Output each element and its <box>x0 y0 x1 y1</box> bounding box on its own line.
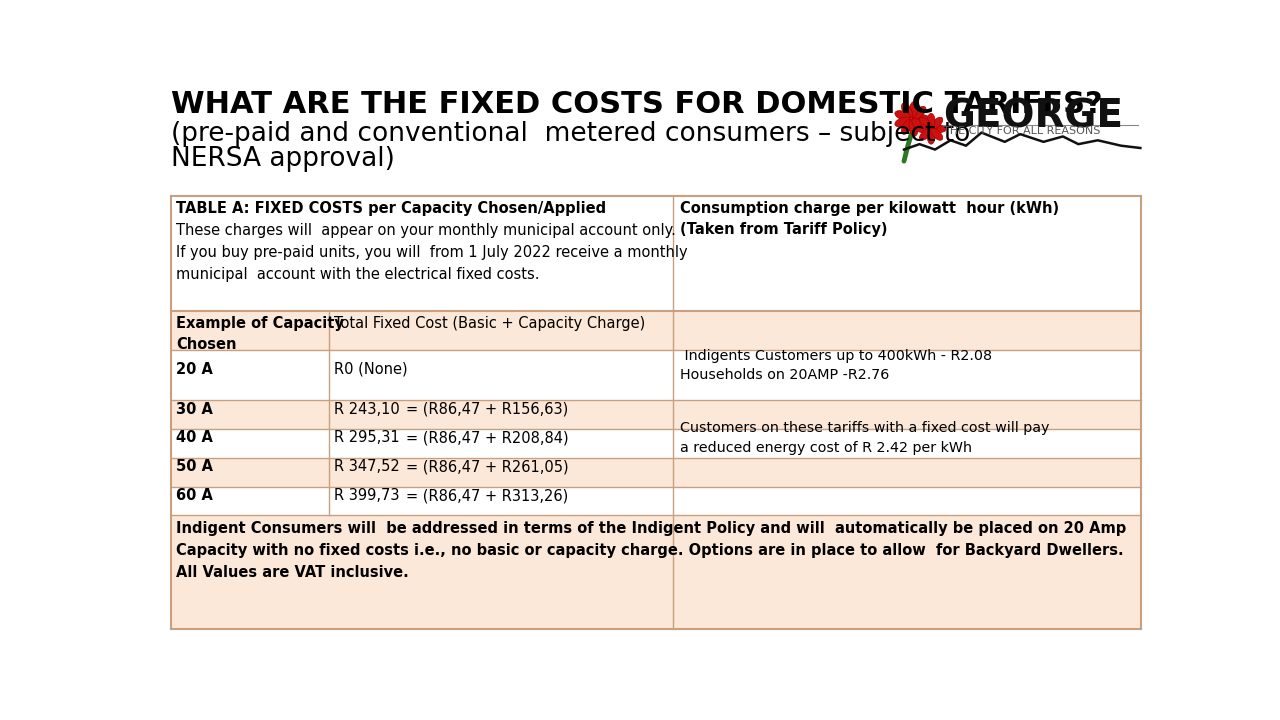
Text: NERSA approval): NERSA approval) <box>170 145 394 171</box>
Ellipse shape <box>919 117 932 130</box>
Bar <box>170 400 1142 429</box>
Text: 40 A: 40 A <box>177 431 214 446</box>
Bar <box>170 350 1142 400</box>
Text: WHAT ARE THE FIXED COSTS FOR DOMESTIC TARIFFS?: WHAT ARE THE FIXED COSTS FOR DOMESTIC TA… <box>170 90 1102 120</box>
Text: (pre-paid and conventional  metered consumers – subject to: (pre-paid and conventional metered consu… <box>170 121 970 147</box>
Text: R 243,10: R 243,10 <box>334 402 401 417</box>
Bar <box>170 311 1142 350</box>
Ellipse shape <box>931 125 947 132</box>
Ellipse shape <box>919 128 932 140</box>
Text: 60 A: 60 A <box>177 488 214 503</box>
Ellipse shape <box>901 103 913 118</box>
Ellipse shape <box>895 117 911 127</box>
Text: = (R86,47 + R313,26): = (R86,47 + R313,26) <box>407 488 568 503</box>
Text: R 347,52: R 347,52 <box>334 459 401 474</box>
Ellipse shape <box>911 118 925 131</box>
Text: R 399,73: R 399,73 <box>334 488 399 503</box>
Text: Indigents Customers up to 400kWh - R2.08
Households on 20AMP -R2.76: Indigents Customers up to 400kWh - R2.08… <box>680 348 992 382</box>
Ellipse shape <box>915 125 931 132</box>
Ellipse shape <box>909 102 918 118</box>
Ellipse shape <box>895 111 911 120</box>
Text: = (R86,47 + R208,84): = (R86,47 + R208,84) <box>407 431 570 446</box>
Text: Consumption charge per kilowatt  hour (kWh)
(Taken from Tariff Policy): Consumption charge per kilowatt hour (kW… <box>680 201 1059 237</box>
Ellipse shape <box>931 117 943 130</box>
Text: TABLE A: FIXED COSTS per Capacity Chosen/Applied: TABLE A: FIXED COSTS per Capacity Chosen… <box>177 201 607 216</box>
Text: 50 A: 50 A <box>177 459 214 474</box>
Text: Customers on these tariffs with a fixed cost will pay
a reduced energy cost of R: Customers on these tariffs with a fixed … <box>680 421 1050 454</box>
Ellipse shape <box>911 107 925 119</box>
Text: Indigent Consumers will  be addressed in terms of the Indigent Policy and will  : Indigent Consumers will be addressed in … <box>177 521 1126 580</box>
Text: GEORGE: GEORGE <box>943 97 1123 135</box>
Bar <box>170 429 1142 457</box>
Text: Example of Capacity
Chosen: Example of Capacity Chosen <box>177 316 344 352</box>
Text: THE CITY FOR ALL REASONS: THE CITY FOR ALL REASONS <box>943 127 1100 136</box>
Bar <box>170 487 1142 516</box>
Text: 30 A: 30 A <box>177 402 214 417</box>
Bar <box>170 196 1142 311</box>
Text: 20 A: 20 A <box>177 362 214 377</box>
Bar <box>170 516 1142 629</box>
Ellipse shape <box>927 113 934 129</box>
Text: = (R86,47 + R261,05): = (R86,47 + R261,05) <box>407 459 570 474</box>
Text: These charges will  appear on your monthly municipal account only.
If you buy pr: These charges will appear on your monthl… <box>177 222 687 282</box>
Ellipse shape <box>931 128 943 140</box>
Text: Total Fixed Cost (Basic + Capacity Charge): Total Fixed Cost (Basic + Capacity Charg… <box>334 316 645 331</box>
Text: = (R86,47 + R156,63): = (R86,47 + R156,63) <box>407 402 568 417</box>
Ellipse shape <box>909 120 918 136</box>
Text: R0 (None): R0 (None) <box>334 362 408 377</box>
Ellipse shape <box>927 129 934 144</box>
Ellipse shape <box>901 119 913 135</box>
Bar <box>170 457 1142 487</box>
Text: R 295,31: R 295,31 <box>334 431 399 446</box>
Ellipse shape <box>913 114 929 123</box>
